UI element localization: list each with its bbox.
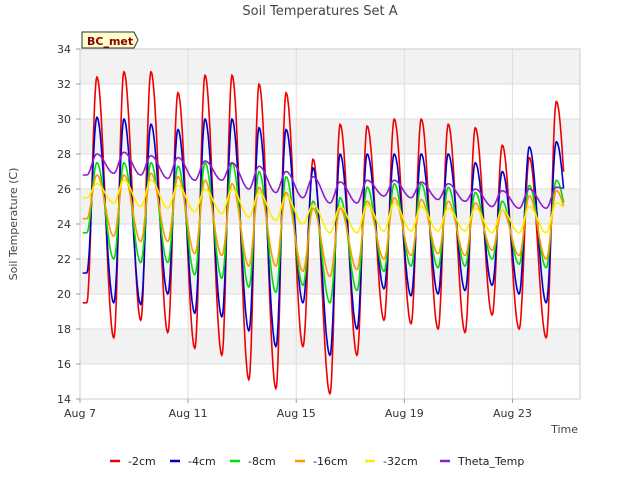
y-tick-label: 24 (57, 218, 71, 231)
site-badge: BC_met (81, 31, 139, 49)
y-tick-label: 14 (57, 393, 71, 406)
series-lines (82, 70, 565, 396)
y-tick-label: 28 (57, 148, 71, 161)
x-tick-label: Aug 19 (385, 407, 424, 420)
series-line--16cm (82, 172, 565, 278)
y-tick-label: 22 (57, 253, 71, 266)
grid-band (80, 119, 580, 154)
x-tick-label: Aug 15 (277, 407, 316, 420)
y-axis-ticks: 14 16 18 20 22 24 26 28 30 32 34 (57, 43, 80, 406)
legend-label--16cm: -16cm (313, 455, 348, 468)
y-tick-label: 30 (57, 113, 71, 126)
legend-label--4cm: -4cm (188, 455, 216, 468)
x-tick-label: Aug 11 (169, 407, 208, 420)
x-axis-label: Time (550, 423, 578, 436)
grid-band (80, 189, 580, 224)
site-badge-label: BC_met (87, 35, 133, 48)
grid-band (80, 329, 580, 364)
x-axis-ticks: Aug 7 Aug 11 Aug 15 Aug 19 Aug 23 (64, 399, 532, 420)
y-tick-label: 34 (57, 43, 71, 56)
x-tick-label: Aug 7 (64, 407, 96, 420)
series-line-Theta_Temp (82, 151, 564, 209)
y-tick-label: 20 (57, 288, 71, 301)
grid-band (80, 49, 580, 84)
series-line--32cm (82, 179, 565, 234)
legend-label--8cm: -8cm (248, 455, 276, 468)
x-tick-label: Aug 23 (493, 407, 532, 420)
legend-label-Theta_Temp: Theta_Temp (457, 455, 524, 468)
legend-label--2cm: -2cm (128, 455, 156, 468)
chart-title: Soil Temperatures Set A (242, 4, 397, 19)
site-badge-box (81, 31, 139, 49)
y-tick-label: 16 (57, 358, 71, 371)
legend-label--32cm: -32cm (383, 455, 418, 468)
y-tick-label: 26 (57, 183, 71, 196)
y-tick-label: 32 (57, 78, 71, 91)
legend: -2cm -4cm -8cm -16cm -32cm Theta_Temp (110, 455, 524, 468)
y-axis-label: Soil Temperature (C) (7, 168, 20, 281)
y-tick-label: 18 (57, 323, 71, 336)
